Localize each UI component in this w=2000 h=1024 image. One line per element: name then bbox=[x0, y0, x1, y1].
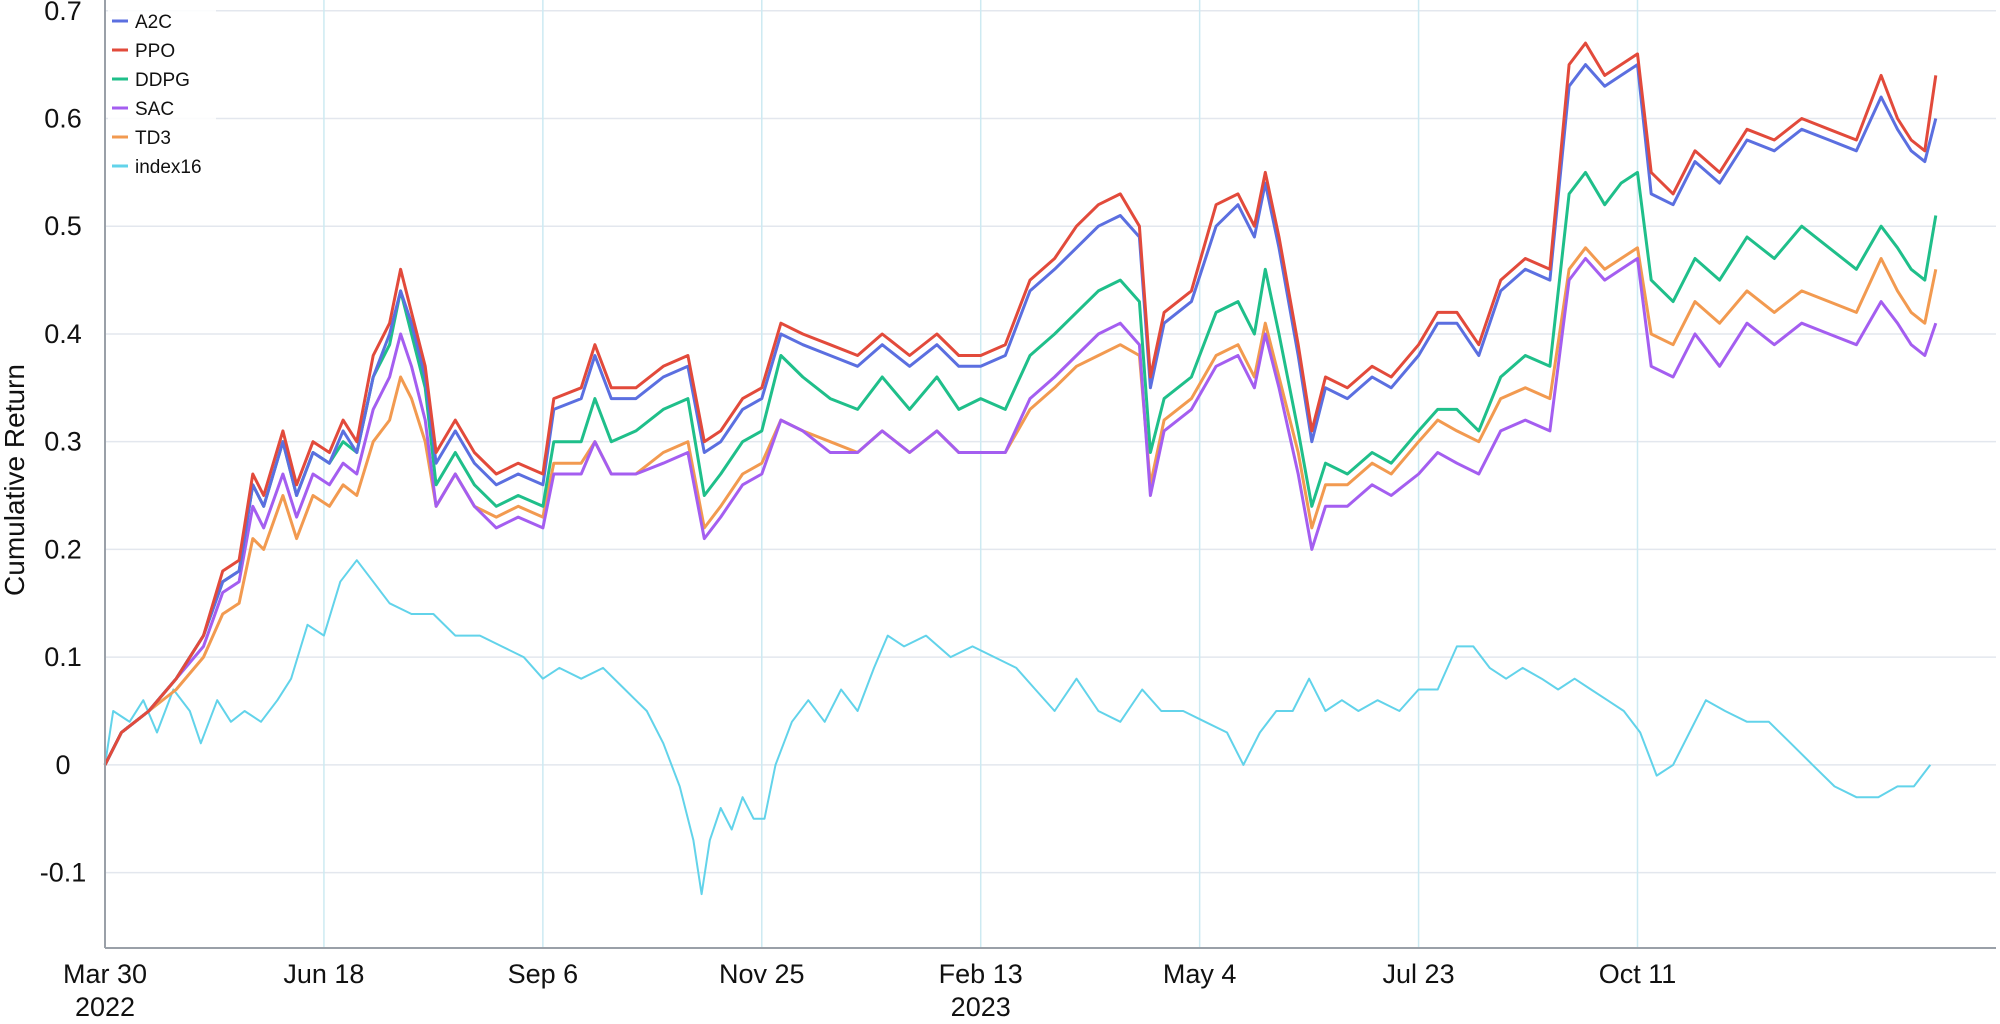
x-tick-label: Jul 23 bbox=[1383, 959, 1455, 989]
legend: A2C PPO DDPG SAC TD3 index16 bbox=[108, 4, 216, 180]
legend-label-ppo: PPO bbox=[135, 41, 175, 62]
x-tick-label: Mar 30 bbox=[63, 959, 147, 989]
legend-background bbox=[108, 4, 216, 180]
legend-label-index16: index16 bbox=[135, 157, 202, 178]
y-axis-label: Cumulative Return bbox=[0, 364, 30, 596]
series-line-a2c bbox=[103, 63, 1938, 766]
y-tick-label: 0.4 bbox=[44, 319, 82, 349]
series-line-index16 bbox=[104, 559, 1932, 896]
y-tick-label: 0.5 bbox=[44, 211, 82, 241]
x-tick-label: May 4 bbox=[1163, 959, 1237, 989]
axes-layer: 0.7 0.6 0.5 0.4 0.3 0.2 0.1 0 -0.1 Mar 30 2022 Jun … bbox=[40, 0, 1996, 1022]
y-tick-label: -0.1 bbox=[40, 858, 87, 888]
x-tick-label: Jun 18 bbox=[283, 959, 364, 989]
x-tick-label: Feb 13 bbox=[939, 959, 1023, 989]
x-tick-label: Oct 11 bbox=[1599, 959, 1677, 989]
y-tick-label: 0.6 bbox=[44, 104, 82, 134]
y-tick-label: 0.7 bbox=[44, 0, 82, 26]
legend-label-a2c: A2C bbox=[135, 12, 172, 33]
grid-layer bbox=[105, 0, 1996, 948]
x-tick-year-label: 2022 bbox=[75, 992, 135, 1019]
series-line-ddpg bbox=[103, 170, 1938, 766]
y-tick-label: 0 bbox=[55, 750, 70, 780]
series-line-td3 bbox=[103, 246, 1938, 766]
series-line-ppo bbox=[103, 41, 1938, 766]
y-tick-label: 0.1 bbox=[44, 642, 82, 672]
series-layer bbox=[103, 41, 1938, 896]
x-tick-label: Sep 6 bbox=[508, 959, 579, 989]
y-tick-label: 0.3 bbox=[44, 427, 82, 457]
legend-label-sac: SAC bbox=[135, 99, 174, 120]
legend-label-ddpg: DDPG bbox=[135, 70, 190, 91]
y-tick-label: 0.2 bbox=[44, 534, 82, 564]
x-tick-label: Nov 25 bbox=[719, 959, 805, 989]
x-tick-year-label: 2023 bbox=[951, 992, 1011, 1019]
legend-label-td3: TD3 bbox=[135, 128, 171, 149]
series-line-sac bbox=[103, 257, 1938, 766]
